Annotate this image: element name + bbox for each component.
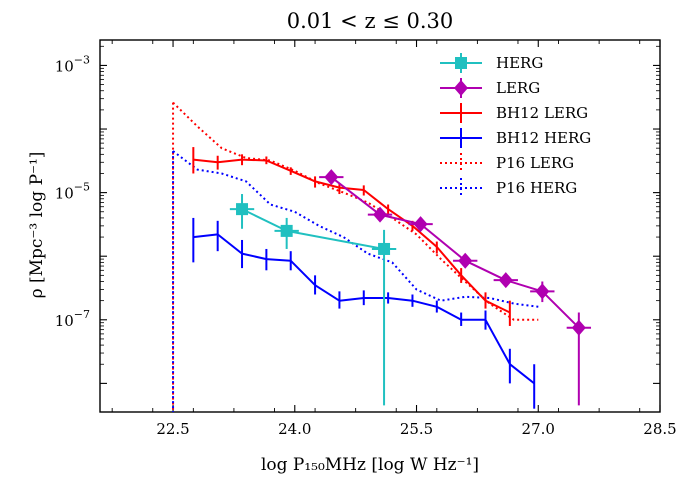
legend-marker-lerg [454, 80, 468, 96]
y-tick-label: 10−7 [55, 308, 90, 330]
legend-label-herg: HERG [496, 54, 543, 72]
legend-label-p16-herg: P16 HERG [496, 179, 577, 197]
herg-marker [236, 203, 249, 216]
legend-label-bh12-herg: BH12 HERG [496, 129, 591, 147]
legend-label-p16-lerg: P16 LERG [496, 154, 574, 172]
lerg-line [330, 176, 580, 329]
y-axis-label: ρ [Mpc⁻³ log P⁻¹] [27, 152, 47, 299]
lerg-marker [458, 252, 473, 269]
herg-marker [378, 242, 391, 255]
herg-line [241, 208, 385, 250]
bh12-lerg-line [193, 158, 511, 314]
lerg-marker [498, 272, 513, 289]
legend-marker-herg [455, 57, 467, 69]
plot-frame [99, 39, 661, 413]
lerg-marker [324, 169, 339, 186]
lerg-marker [373, 206, 387, 223]
legend: HERG LERG BH12 LERG BH12 HERG P16 LERG P16 HE… [440, 53, 591, 198]
lerg-marker [535, 283, 550, 300]
lerg-marker [413, 216, 428, 233]
bh12-herg-line [193, 233, 535, 385]
chart-title: 0.01 < z ≤ 0.30 [287, 9, 453, 33]
p16-herg-line [172, 150, 539, 308]
lerg-marker [571, 319, 586, 336]
p16-lerg-line [172, 101, 539, 321]
x-axis-label: log P₁₅₀MHz [log W Hz⁻¹] [261, 455, 479, 475]
x-tick-label: 24.0 [278, 420, 311, 438]
legend-label-bh12-lerg: BH12 LERG [496, 104, 588, 122]
x-tick-label: 22.5 [156, 420, 189, 438]
y-tick-label: 10−5 [55, 181, 90, 203]
herg-marker [280, 224, 293, 237]
x-tick-label: 27.0 [522, 420, 555, 438]
x-tick-label: 25.5 [400, 420, 433, 438]
plot-area: 22.5 24.0 25.5 27.0 28.5 10−3 10−5 10−7 [55, 39, 677, 438]
x-tick-label: 28.5 [643, 420, 676, 438]
legend-label-lerg: LERG [496, 79, 540, 97]
y-tick-label: 10−3 [55, 53, 90, 75]
